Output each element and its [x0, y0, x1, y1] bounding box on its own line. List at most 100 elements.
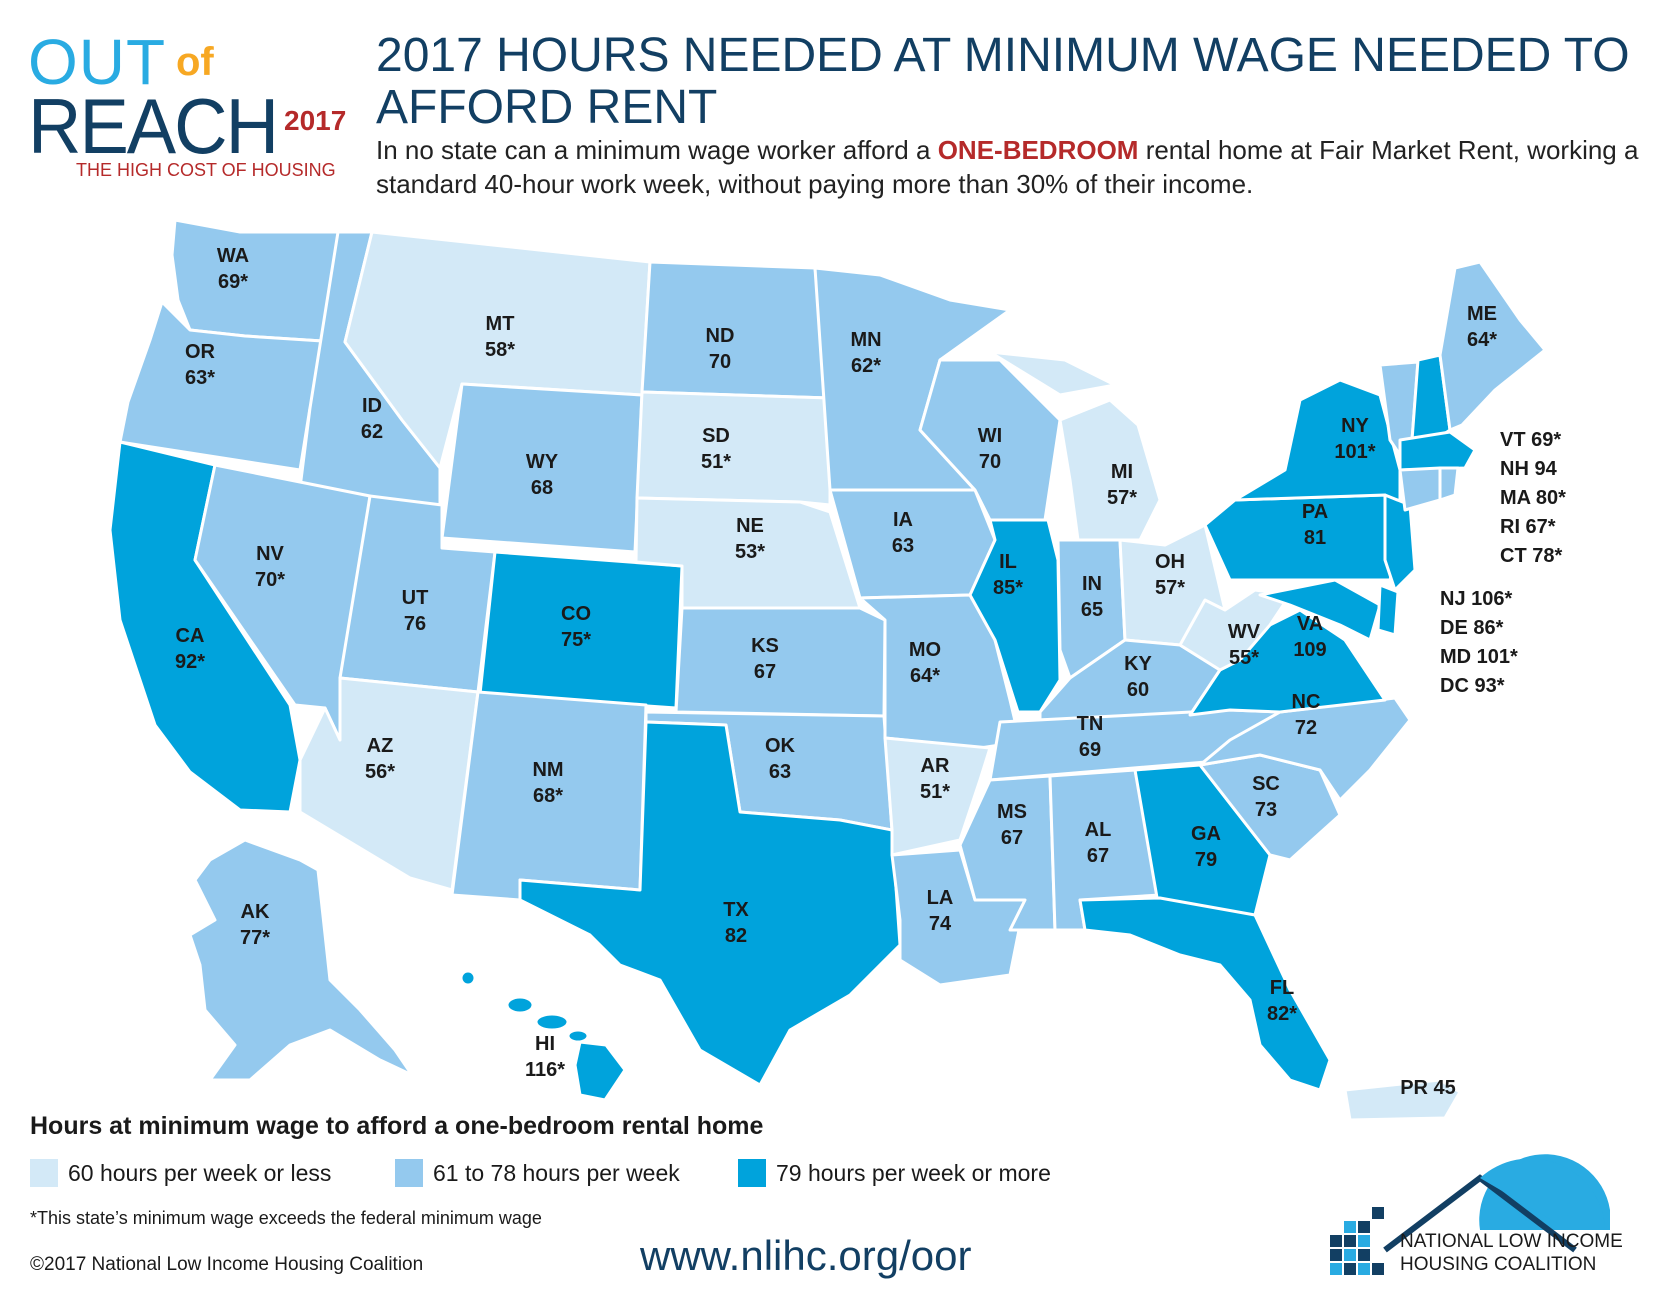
state-label-MI: MI 57*	[1107, 461, 1137, 509]
state-TX[interactable]	[518, 720, 902, 1087]
state-RI[interactable]	[1438, 466, 1460, 502]
legend-title: Hours at minimum wage to afford a one-be…	[30, 1112, 764, 1140]
side-label-NH: NH 94	[1500, 458, 1558, 480]
state-label-KY: KY 60	[1124, 653, 1152, 701]
state-label-NM: NM 68*	[532, 759, 563, 807]
nlihc-name: NATIONAL LOW INCOME HOUSING COALITION	[1400, 1230, 1623, 1276]
state-label-NC: NC 72	[1292, 691, 1321, 739]
state-MI[interactable]	[988, 350, 1162, 542]
state-label-CO: CO 75*	[561, 603, 591, 651]
state-label-LA: LA 74	[927, 887, 954, 935]
copyright: ©2017 National Low Income Housing Coalit…	[30, 1254, 424, 1275]
side-label-DE: DE 86*	[1440, 617, 1504, 639]
state-label-WI: WI 70	[978, 425, 1002, 473]
state-DE[interactable]	[1376, 583, 1400, 637]
legend-label-high: 79 hours per week or more	[776, 1159, 1051, 1186]
out-of-reach-logo: OUT of REACH 2017 THE HIGH COST OF HOUSI…	[28, 30, 368, 190]
nlihc-name-line2: HOUSING COALITION	[1400, 1254, 1597, 1275]
state-SD[interactable]	[635, 390, 832, 507]
state-IL[interactable]	[968, 518, 1062, 714]
state-label-MT: MT 58*	[485, 313, 515, 361]
us-map: WA 69* OR 63* CA 92* ID 62 NV 70* MT 58* WY 68 UT 76 AZ 5…	[0, 200, 1670, 1120]
side-labels: VT 69* NH 94 MA 80* RI 67* CT 78* NJ 106* DE 8…	[1440, 429, 1566, 697]
state-WA[interactable]	[170, 218, 350, 344]
state-label-IN: IN 65	[1081, 573, 1103, 621]
state-label-AZ: AZ 56*	[365, 735, 395, 783]
state-label-UT: UT 76	[402, 587, 429, 635]
map-title: 2017 HOURS NEEDED AT MINIMUM WAGE NEEDED…	[376, 29, 1630, 134]
website-link[interactable]: www.nlihc.org/oor	[640, 1232, 972, 1279]
state-label-ID: ID 62	[361, 395, 383, 443]
legend-item-mid: 61 to 78 hours per week	[395, 1158, 680, 1188]
us-map-svg: WA 69* OR 63* CA 92* ID 62 NV 70* MT 58* WY 68 UT 76 AZ 5…	[108, 218, 1566, 1120]
side-label-NJ: NJ 106*	[1440, 588, 1512, 610]
state-MD[interactable]	[1258, 578, 1382, 642]
state-label-NY: NY 101*	[1334, 415, 1375, 463]
legend-item-high: 79 hours per week or more	[738, 1158, 1051, 1188]
state-label-PR: PR 45	[1400, 1077, 1456, 1099]
state-label-VA: VA 109	[1293, 613, 1326, 661]
state-label-SC: SC 73	[1252, 773, 1280, 821]
state-FL[interactable]	[1078, 896, 1332, 1092]
nlihc-house-icon	[1330, 1154, 1610, 1275]
side-label-VT: VT 69*	[1500, 429, 1561, 451]
legend-swatch-high	[738, 1159, 766, 1187]
footnote: *This state’s minimum wage exceeds the f…	[30, 1208, 542, 1228]
state-label-TX: TX 82	[723, 899, 749, 947]
state-ME[interactable]	[1438, 260, 1547, 432]
subtitle-highlight: ONE-BEDROOM	[937, 135, 1139, 165]
state-label-AL: AL 67	[1085, 819, 1112, 867]
state-label-OH: OH 57*	[1155, 551, 1185, 599]
map-subtitle: In no state can a minimum wage worker af…	[376, 133, 1656, 201]
state-label-OR: OR 63*	[185, 341, 216, 389]
state-KS[interactable]	[674, 606, 887, 718]
logo-reach: REACH	[28, 82, 279, 170]
state-label-ND: ND 70	[706, 325, 735, 373]
legend-label-mid: 61 to 78 hours per week	[433, 1159, 680, 1186]
side-label-MD: MD 101*	[1440, 646, 1518, 668]
state-MA[interactable]	[1398, 430, 1477, 472]
state-label-MO: MO 64*	[909, 639, 941, 687]
state-label-FL: FL 82*	[1267, 977, 1297, 1025]
state-AZ[interactable]	[298, 676, 480, 892]
state-label-WV: WV 55*	[1228, 621, 1261, 669]
legend-swatch-low	[30, 1159, 58, 1187]
side-label-RI: RI 67*	[1500, 516, 1556, 538]
state-WV[interactable]	[1178, 588, 1292, 672]
state-label-AK: AK 77*	[240, 901, 270, 949]
state-label-IL: IL 85*	[993, 551, 1023, 599]
state-AK[interactable]	[188, 838, 414, 1082]
state-PR[interactable]	[1343, 1078, 1462, 1120]
subtitle-before: In no state can a minimum wage worker af…	[376, 135, 938, 165]
state-label-HI: HI 116*	[525, 1033, 565, 1081]
state-label-MN: MN 62*	[850, 329, 881, 377]
logo-out: OUT	[28, 26, 167, 98]
state-AR[interactable]	[883, 736, 992, 857]
state-CT[interactable]	[1398, 466, 1442, 512]
state-label-SD: SD 51*	[701, 425, 731, 473]
state-ND[interactable]	[640, 260, 832, 400]
legend-item-low: 60 hours per week or less	[30, 1158, 331, 1188]
side-label-MA: MA 80*	[1500, 487, 1566, 509]
state-label-OK: OK 63	[765, 735, 796, 783]
state-label-GA: GA 79	[1191, 823, 1221, 871]
nlihc-name-line1: NATIONAL LOW INCOME	[1400, 1231, 1623, 1252]
state-label-AR: AR 51*	[920, 755, 950, 803]
subtitle-after: rental home at Fair Market Rent, working…	[376, 135, 1639, 199]
state-label-IA: IA 63	[892, 509, 914, 557]
state-label-KS: KS 67	[751, 635, 779, 683]
logo-year: 2017	[284, 105, 347, 136]
state-label-ME: ME 64*	[1467, 303, 1497, 351]
state-label-TN: TN 69	[1077, 713, 1104, 761]
side-label-CT: CT 78*	[1500, 545, 1562, 567]
state-label-WA: WA 69*	[217, 245, 249, 293]
legend-swatch-mid	[395, 1159, 423, 1187]
logo-tagline: THE HIGH COST OF HOUSING	[76, 160, 336, 180]
state-HI[interactable]	[459, 969, 627, 1102]
state-label-CA: CA 92*	[175, 625, 205, 673]
legend-label-low: 60 hours per week or less	[68, 1159, 332, 1186]
state-label-PA: PA 81	[1302, 501, 1328, 549]
logo-of: of	[176, 40, 214, 84]
state-GA[interactable]	[1133, 763, 1272, 917]
state-label-WY: WY 68	[526, 451, 559, 499]
